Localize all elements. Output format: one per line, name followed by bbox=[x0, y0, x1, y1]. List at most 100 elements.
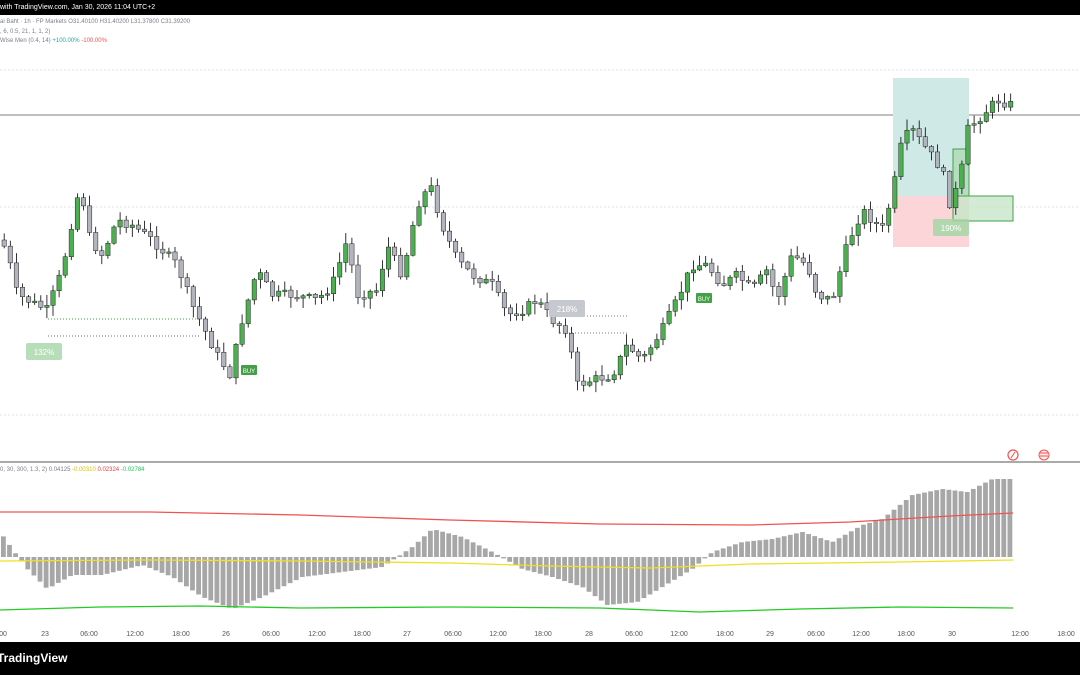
candle[interactable] bbox=[312, 292, 318, 305]
candle[interactable] bbox=[373, 283, 379, 297]
candle[interactable] bbox=[190, 284, 196, 318]
candle[interactable] bbox=[733, 267, 739, 284]
candle[interactable] bbox=[715, 265, 721, 287]
candle[interactable] bbox=[684, 271, 690, 302]
candle[interactable] bbox=[434, 178, 440, 218]
candle[interactable] bbox=[953, 181, 959, 215]
candle[interactable] bbox=[855, 215, 861, 246]
candle[interactable] bbox=[666, 304, 672, 326]
candle[interactable] bbox=[7, 240, 13, 269]
candle[interactable] bbox=[867, 201, 873, 232]
candle[interactable] bbox=[483, 274, 489, 285]
candle[interactable] bbox=[898, 136, 904, 181]
candle[interactable] bbox=[648, 344, 654, 362]
candle[interactable] bbox=[556, 321, 562, 334]
candle[interactable] bbox=[331, 267, 337, 302]
candle[interactable] bbox=[13, 253, 19, 295]
candle[interactable] bbox=[526, 298, 532, 317]
candle[interactable] bbox=[20, 283, 25, 306]
candle[interactable] bbox=[355, 254, 361, 305]
percent-label[interactable]: 190% bbox=[933, 219, 969, 236]
candle[interactable] bbox=[983, 104, 989, 123]
candle[interactable] bbox=[398, 247, 404, 280]
candle[interactable] bbox=[965, 119, 971, 166]
candle[interactable] bbox=[337, 252, 343, 285]
candle[interactable] bbox=[251, 277, 257, 305]
candle[interactable] bbox=[678, 281, 684, 310]
candle[interactable] bbox=[575, 347, 581, 391]
candle[interactable] bbox=[306, 292, 312, 299]
candle[interactable] bbox=[904, 119, 910, 151]
candle[interactable] bbox=[318, 290, 324, 305]
candle[interactable] bbox=[386, 237, 391, 278]
candle[interactable] bbox=[87, 195, 93, 236]
candle[interactable] bbox=[971, 115, 977, 134]
candle[interactable] bbox=[989, 96, 995, 119]
candle[interactable] bbox=[282, 281, 288, 297]
candle[interactable] bbox=[142, 220, 147, 234]
candle[interactable] bbox=[294, 289, 300, 302]
candle[interactable] bbox=[495, 274, 501, 297]
candle[interactable] bbox=[825, 295, 831, 305]
oscillator-legend[interactable]: 0, 30, 300, 1.3, 2) 0.04125 -0.00310 0.0… bbox=[0, 467, 145, 473]
candle[interactable] bbox=[1008, 93, 1014, 112]
candle[interactable] bbox=[221, 342, 227, 371]
candle[interactable] bbox=[209, 327, 215, 350]
candle[interactable] bbox=[569, 326, 574, 359]
candle[interactable] bbox=[440, 209, 446, 236]
candle[interactable] bbox=[117, 212, 123, 235]
candle[interactable] bbox=[74, 193, 80, 232]
replay-icon[interactable] bbox=[1007, 449, 1019, 461]
candle[interactable] bbox=[105, 240, 111, 259]
tradingview-logo[interactable]: TradingView bbox=[0, 651, 68, 665]
candle[interactable] bbox=[623, 334, 629, 366]
candle[interactable] bbox=[782, 272, 788, 306]
candle[interactable] bbox=[99, 245, 105, 265]
candle[interactable] bbox=[349, 237, 355, 274]
percent-label[interactable]: 132% bbox=[26, 343, 62, 360]
candle[interactable] bbox=[447, 221, 452, 248]
candle[interactable] bbox=[233, 343, 239, 385]
candle[interactable] bbox=[910, 125, 916, 141]
candle[interactable] bbox=[660, 317, 666, 346]
percent-label[interactable]: 218% bbox=[549, 300, 585, 317]
candle[interactable] bbox=[203, 316, 208, 341]
candle[interactable] bbox=[831, 292, 837, 299]
candle[interactable] bbox=[1002, 93, 1008, 111]
candle[interactable] bbox=[270, 280, 276, 302]
candle[interactable] bbox=[874, 217, 879, 233]
candle[interactable] bbox=[996, 94, 1001, 112]
candle[interactable] bbox=[38, 295, 44, 311]
flag-icon[interactable] bbox=[1038, 449, 1050, 461]
candle[interactable] bbox=[727, 274, 733, 290]
candle[interactable] bbox=[32, 293, 38, 305]
candle[interactable] bbox=[257, 268, 263, 289]
candle[interactable] bbox=[605, 374, 611, 382]
candle[interactable] bbox=[642, 350, 648, 363]
candle[interactable] bbox=[599, 365, 605, 386]
candle[interactable] bbox=[172, 247, 178, 268]
candle[interactable] bbox=[276, 285, 282, 302]
candle[interactable] bbox=[837, 266, 843, 303]
candle[interactable] bbox=[489, 270, 495, 291]
candle[interactable] bbox=[416, 200, 422, 227]
candle[interactable] bbox=[300, 294, 306, 308]
candle[interactable] bbox=[26, 294, 32, 309]
candle[interactable] bbox=[459, 247, 465, 269]
candle[interactable] bbox=[520, 305, 526, 321]
candle[interactable] bbox=[806, 254, 812, 278]
candle[interactable] bbox=[184, 273, 190, 294]
candle[interactable] bbox=[758, 270, 764, 286]
candle[interactable] bbox=[453, 238, 459, 258]
candle[interactable] bbox=[129, 219, 135, 237]
candle[interactable] bbox=[630, 338, 635, 353]
candle[interactable] bbox=[160, 241, 166, 260]
candle[interactable] bbox=[532, 294, 538, 315]
candle[interactable] bbox=[880, 214, 886, 233]
candle[interactable] bbox=[62, 252, 68, 278]
candle[interactable] bbox=[752, 279, 757, 288]
candle[interactable] bbox=[68, 223, 74, 261]
candle[interactable] bbox=[654, 333, 660, 350]
candle[interactable] bbox=[935, 144, 940, 169]
candle[interactable] bbox=[81, 193, 86, 211]
